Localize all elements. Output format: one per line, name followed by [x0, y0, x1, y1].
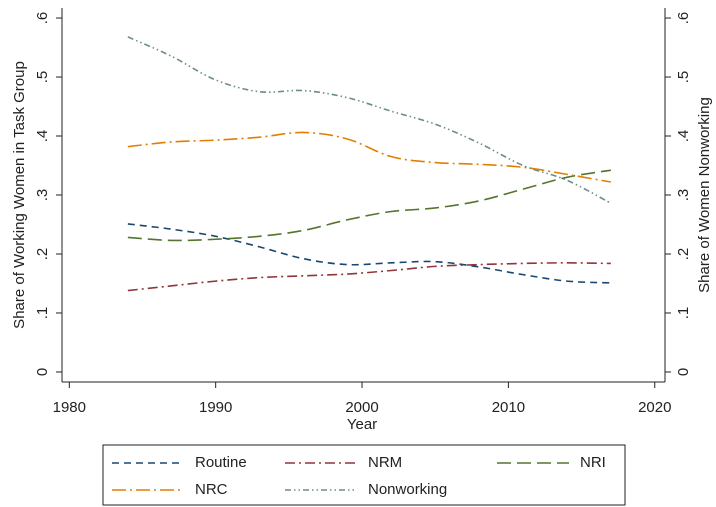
y2-tick-label: 0: [675, 368, 692, 376]
y-tick-label: 0: [34, 368, 51, 376]
x-tick-label: 1980: [53, 399, 86, 416]
legend-label: Routine: [195, 454, 247, 471]
y-tick-label: .6: [34, 12, 51, 25]
y2-tick-label: .5: [675, 71, 692, 84]
series-line: [127, 131, 611, 183]
y-tick-label: .2: [34, 248, 51, 261]
series-line: [127, 262, 611, 292]
legend-label: NRI: [580, 454, 606, 471]
y-tick-label: .1: [34, 307, 51, 320]
x-tick-label: 2010: [492, 399, 525, 416]
x-tick-label: 2000: [345, 399, 378, 416]
x-tick-label: 1990: [199, 399, 232, 416]
y2-tick-label: .4: [675, 130, 692, 143]
y2-axis-title: Share of Women Nonworking: [696, 97, 713, 293]
legend-label: NRM: [368, 454, 402, 471]
y2-tick-label: .2: [675, 248, 692, 261]
series-line: [127, 36, 612, 204]
legend-label: NRC: [195, 481, 228, 498]
series-line: [127, 169, 611, 242]
y-tick-label: .4: [34, 130, 51, 143]
y-axis-title: Share of Working Women in Task Group: [11, 61, 28, 329]
x-axis-title: Year: [347, 416, 377, 433]
x-tick-label: 2020: [638, 399, 671, 416]
y2-tick-label: .6: [675, 12, 692, 25]
y-tick-label: .5: [34, 71, 51, 84]
y2-tick-label: .1: [675, 307, 692, 320]
legend-box: [102, 444, 626, 506]
legend-label: Nonworking: [368, 481, 447, 498]
y2-tick-label: .3: [675, 189, 692, 202]
y-tick-label: .3: [34, 189, 51, 202]
series-line: [127, 223, 611, 284]
